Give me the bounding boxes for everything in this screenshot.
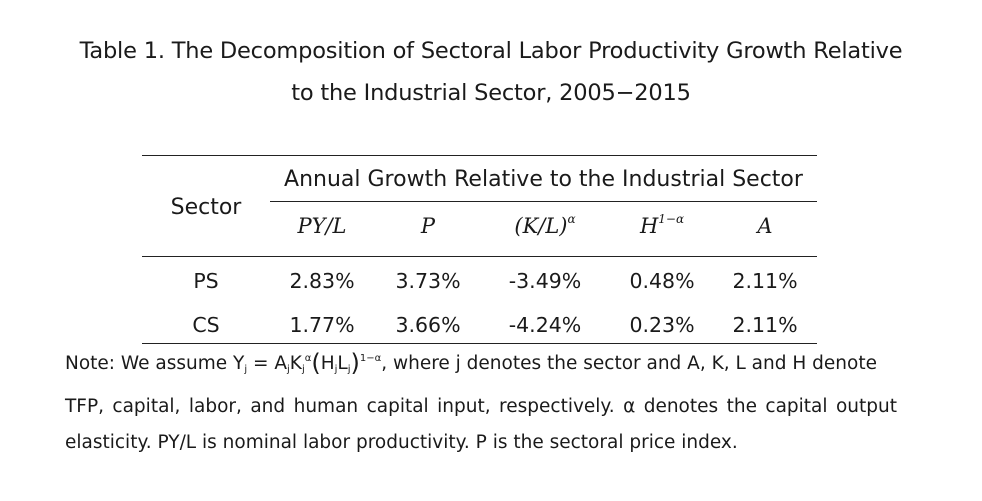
row-cs-sector: CS [192, 313, 220, 337]
row-ps-p: 3.73% [395, 269, 461, 293]
header-bottom-rule [142, 256, 817, 258]
column-header-h-power: H1−α [612, 212, 712, 238]
note-line-3: elasticity. PY/L is nominal labor produc… [65, 432, 738, 453]
note-eq-sub-l: j [347, 364, 351, 375]
column-header-h-base: H [639, 214, 659, 238]
column-header-kl-base: (K/L) [514, 214, 568, 238]
note-eq-h: H [320, 353, 335, 374]
note-eq-open-paren: ( [311, 349, 321, 377]
note-line-2: TFP, capital, labor, and human capital i… [65, 396, 897, 417]
row-cs-pyl: 1.77% [289, 313, 355, 337]
column-header-pyl: PY/L [297, 214, 347, 238]
group-header-rule [270, 201, 817, 202]
note-eq-close-paren: ) [350, 349, 360, 377]
column-header-kl-alpha: (K/L)α [490, 212, 600, 238]
row-cs-h: 0.23% [629, 313, 695, 337]
note-eq-l: L [337, 353, 348, 374]
note-eq-equals-a: = A [247, 353, 288, 374]
note-eq-sub-k: j [301, 364, 305, 375]
table-caption-line-1: Table 1. The Decomposition of Sectoral L… [79, 38, 903, 64]
note-tail: , where j denotes the sector and A, K, L… [381, 353, 877, 374]
sector-column-header: Sector [170, 195, 242, 220]
row-ps-h: 0.48% [629, 269, 695, 293]
row-ps-sector: PS [193, 269, 219, 293]
note-eq-k: K [289, 353, 302, 374]
annual-growth-group-header: Annual Growth Relative to the Industrial… [284, 167, 803, 192]
row-ps-pyl: 2.83% [289, 269, 355, 293]
table-top-rule [142, 155, 817, 157]
column-header-a: A [757, 214, 773, 238]
column-header-h-exponent: 1−α [658, 212, 685, 226]
column-header-p: P [420, 214, 436, 238]
column-header-kl-exponent: α [567, 212, 576, 226]
note-eq-alpha: α [304, 353, 312, 364]
note-eq-sub-h: j [334, 364, 338, 375]
note-lead: Note: We assume Y [65, 353, 245, 374]
note-eq-exponent: 1−α [359, 353, 382, 364]
row-ps-kl: -3.49% [508, 269, 582, 293]
note-eq-sub-a: j [287, 364, 290, 375]
table-bottom-rule [142, 343, 817, 345]
row-cs-a: 2.11% [732, 313, 798, 337]
note-eq-sub-y: j [244, 364, 248, 375]
table-caption-line-2: to the Industrial Sector, 2005−2015 [291, 80, 691, 106]
row-ps-a: 2.11% [732, 269, 798, 293]
row-cs-kl: -4.24% [508, 313, 582, 337]
row-cs-p: 3.66% [395, 313, 461, 337]
note-line-1: Note: We assume Yj = AjKjα(HjLj)1−α, whe… [65, 351, 897, 375]
